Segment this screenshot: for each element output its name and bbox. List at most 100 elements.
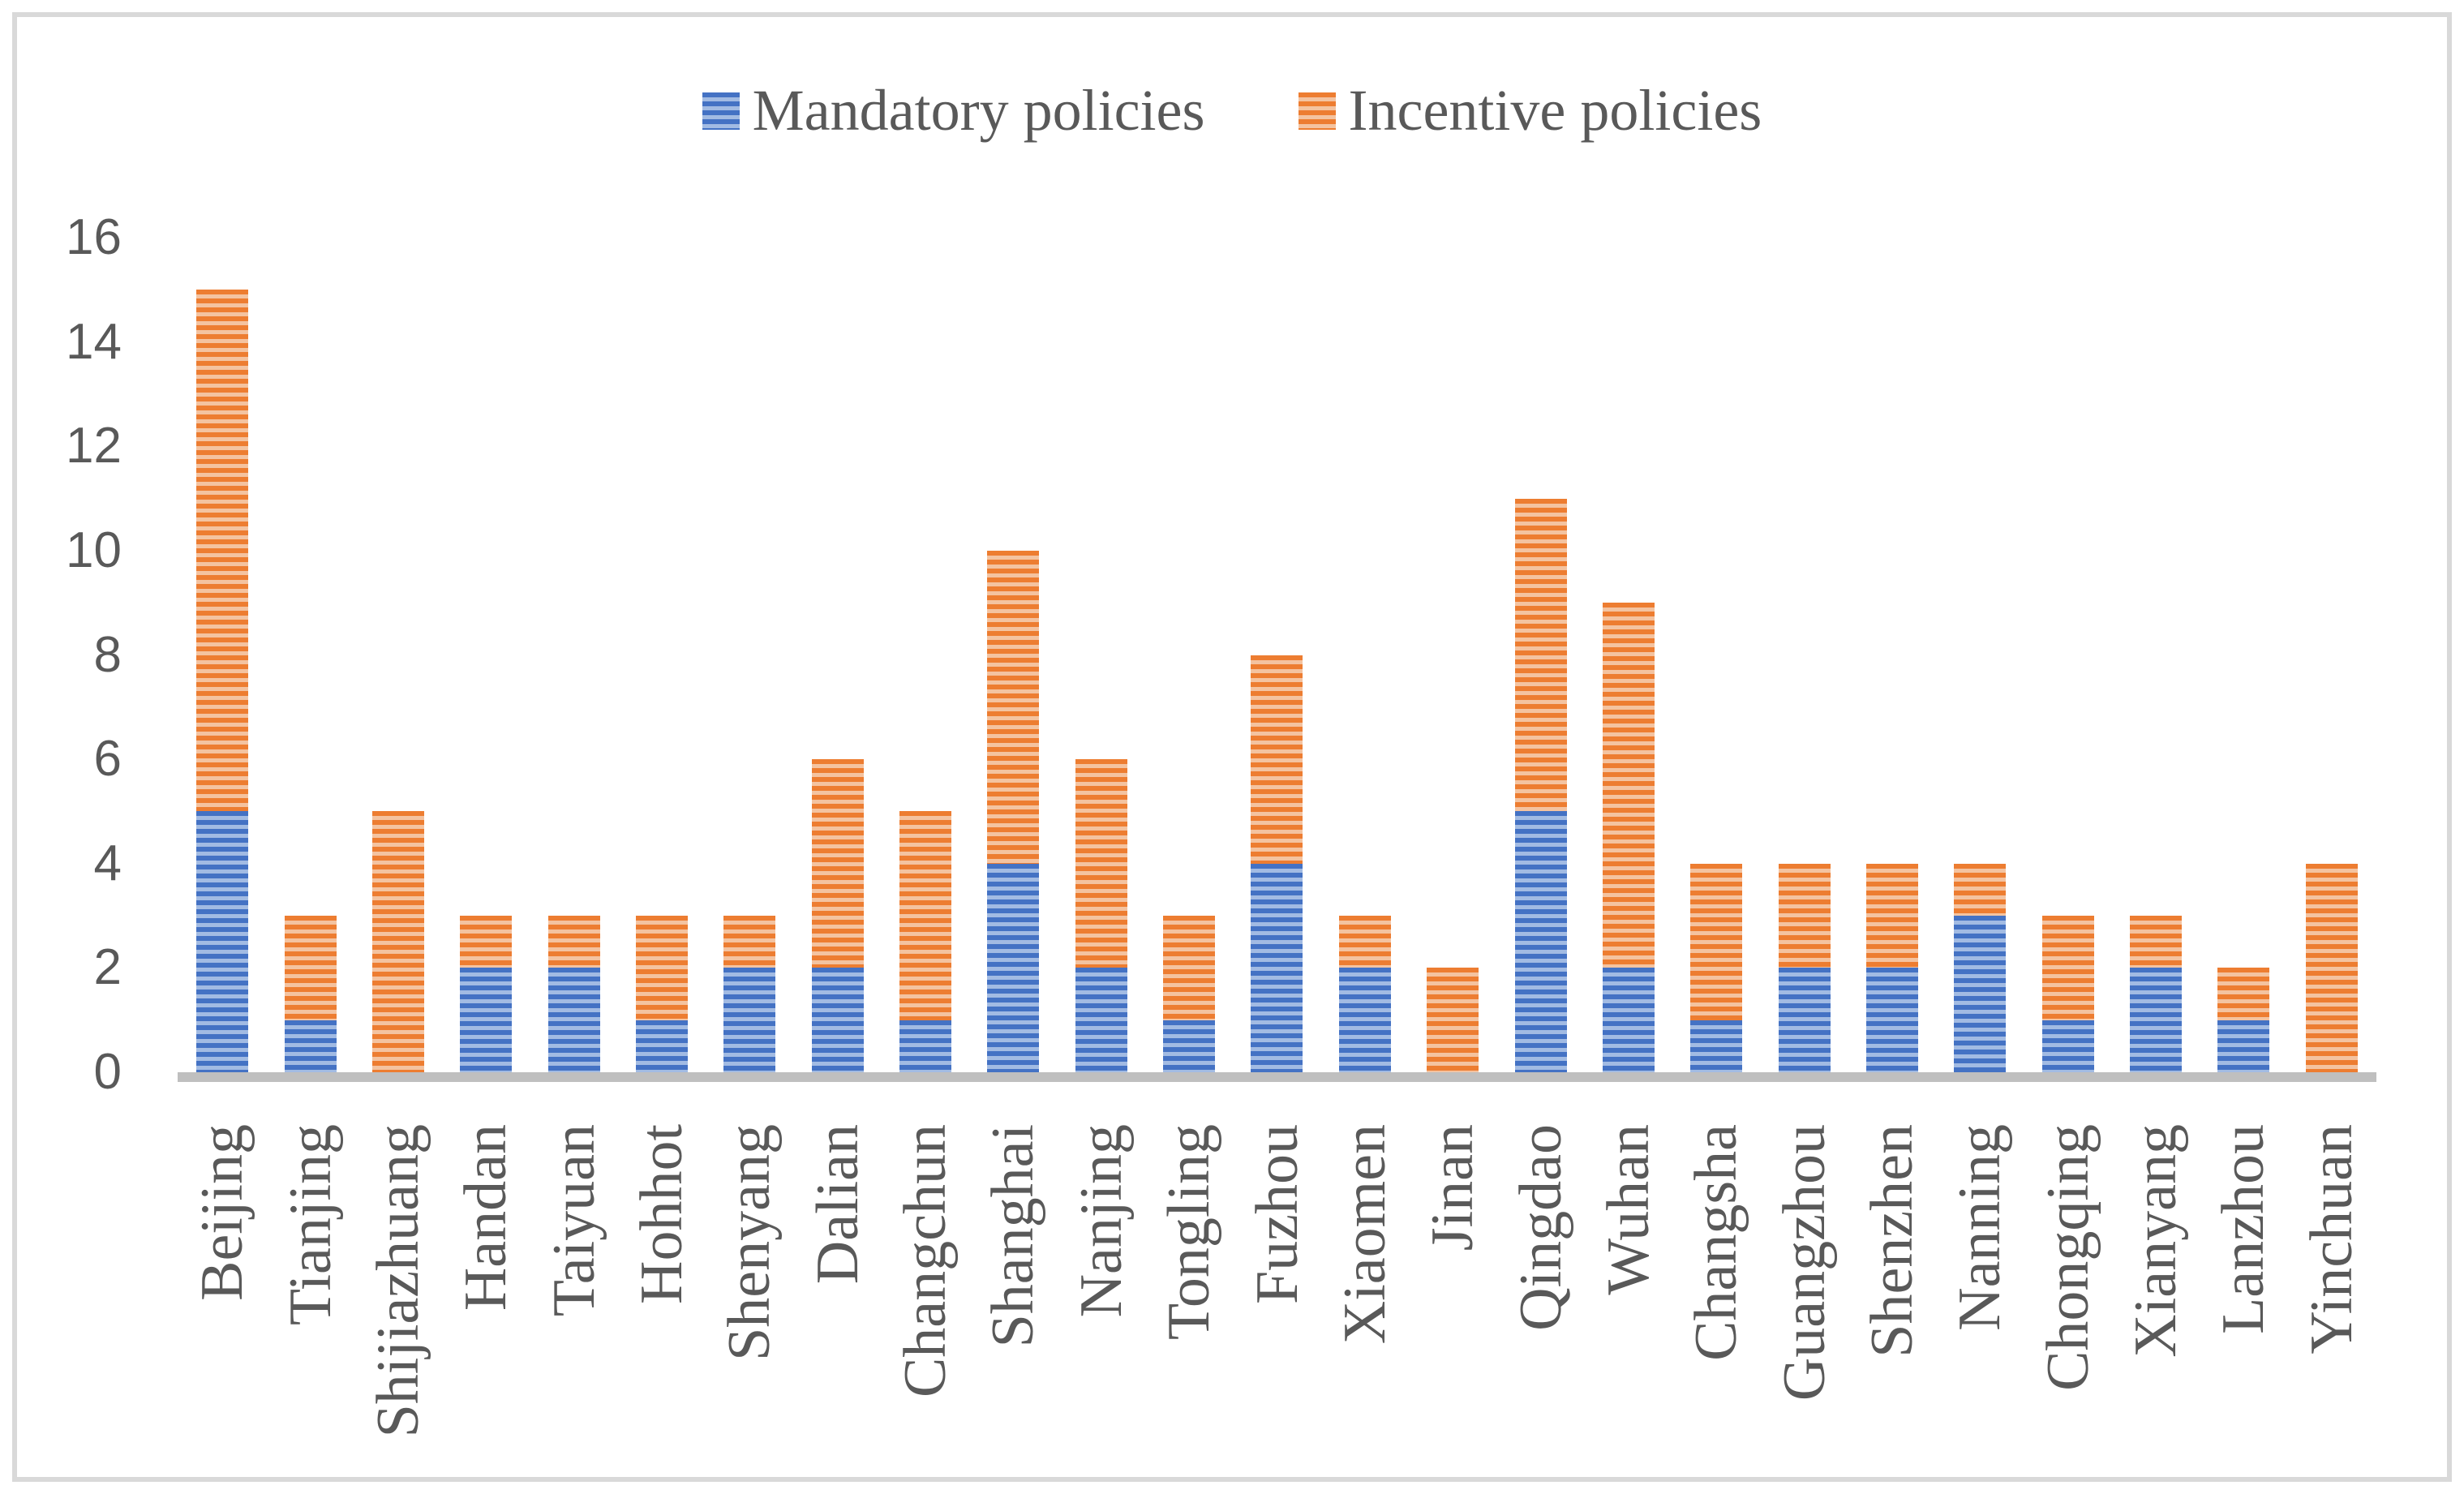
bar-segment-mandatory: [196, 811, 249, 1072]
x-category-label-shenzhen: Shenzhen: [1859, 1124, 1926, 1358]
bar-segment-incentive: [371, 811, 424, 1072]
bar-segment-mandatory: [987, 863, 1040, 1072]
bar-segment-mandatory: [1866, 968, 1918, 1072]
x-category-label-guangzhou: Guangzhou: [1771, 1124, 1838, 1402]
bar-segment-incentive: [1866, 863, 1918, 968]
x-category-label-yinchuan: Yinchuan: [2298, 1124, 2365, 1354]
legend-item-incentive: Incentive policies: [1298, 77, 1762, 144]
y-tick-label: 4: [93, 835, 122, 891]
bar-segment-mandatory: [460, 968, 513, 1072]
bar-segment-mandatory: [2217, 1020, 2270, 1072]
x-category-label-qingdao: Qingdao: [1507, 1124, 1574, 1331]
legend-label-mandatory: Mandatory policies: [752, 78, 1205, 143]
bar-segment-mandatory: [284, 1020, 337, 1072]
bar-segment-incentive: [899, 811, 952, 1020]
bar-segment-mandatory: [1954, 916, 2007, 1072]
bar-segment-incentive: [284, 916, 337, 1020]
x-category-label-changchun: Changchun: [892, 1124, 959, 1398]
x-category-label-xiaomen: Xiaomen: [1331, 1124, 1398, 1345]
bar-nanning: [1936, 238, 2024, 1072]
x-category-label-lanzhou: Lanzhou: [2210, 1124, 2277, 1334]
bar-segment-mandatory: [1778, 968, 1831, 1072]
bar-taiyuan: [530, 238, 617, 1072]
bar-tongling: [1145, 238, 1233, 1072]
x-category-label-hohhot: Hohhot: [628, 1124, 695, 1304]
x-category-label-shenyang: Shenyang: [716, 1124, 783, 1361]
bar-shenzhen: [1848, 238, 1936, 1072]
bar-segment-incentive: [723, 916, 776, 968]
x-category-label-jinan: Jinan: [1419, 1124, 1487, 1251]
bar-segment-mandatory: [1338, 968, 1391, 1072]
x-category-label-nanjing: Nanjing: [1067, 1124, 1135, 1318]
x-category-label-changsha: Changsha: [1683, 1124, 1750, 1361]
bar-dalian: [794, 238, 882, 1072]
bar-jinan: [1409, 238, 1496, 1072]
bar-segment-mandatory: [1251, 863, 1303, 1072]
y-tick-label: 12: [66, 418, 122, 474]
x-category-label-nanning: Nanning: [1947, 1124, 2014, 1331]
bar-segment-incentive: [196, 290, 249, 812]
bar-guangzhou: [1760, 238, 1848, 1072]
bar-segment-incentive: [1514, 498, 1567, 812]
bar-yinchuan: [2288, 238, 2376, 1072]
bar-segment-incentive: [1427, 968, 1479, 1072]
bar-changchun: [882, 238, 969, 1072]
bar-segment-incentive: [811, 759, 864, 968]
bar-segment-incentive: [1251, 655, 1303, 864]
bar-segment-mandatory: [1690, 1020, 1743, 1072]
x-category-label-shanghai: Shanghai: [980, 1124, 1047, 1348]
bar-tianjing: [266, 238, 354, 1072]
bar-segment-mandatory: [723, 968, 776, 1072]
x-category-label-dalian: Dalian: [804, 1124, 871, 1285]
bar-segment-mandatory: [1075, 968, 1127, 1072]
bar-xiaomen: [1321, 238, 1409, 1072]
x-axis-line: [178, 1072, 2376, 1082]
y-tick-label: 16: [66, 209, 122, 265]
bar-segment-mandatory: [2130, 968, 2183, 1072]
bar-segment-incentive: [2130, 916, 2183, 968]
y-tick-label: 10: [66, 522, 122, 578]
x-category-label-tianjing: Tianjing: [277, 1124, 344, 1326]
y-tick-label: 14: [66, 313, 122, 370]
bar-segment-incentive: [1075, 759, 1127, 968]
bar-shanghai: [969, 238, 1057, 1072]
x-category-label-shijiazhuang: Shijiazhuang: [364, 1124, 431, 1438]
bar-segment-mandatory: [2041, 1020, 2094, 1072]
bar-wuhan: [1585, 238, 1672, 1072]
bar-segment-incentive: [1602, 603, 1655, 968]
bar-handan: [442, 238, 530, 1072]
bar-segment-incentive: [987, 550, 1040, 864]
bar-segment-incentive: [635, 916, 688, 1020]
bar-hohhot: [618, 238, 706, 1072]
bar-segment-incentive: [1690, 863, 1743, 1020]
bar-beijing: [178, 238, 266, 1072]
bar-segment-incentive: [547, 916, 600, 968]
bar-nanjing: [1058, 238, 1145, 1072]
x-category-label-chongqing: Chongqing: [2034, 1124, 2101, 1391]
chart-legend: Mandatory policies Incentive policies: [0, 77, 2464, 144]
y-tick-label: 8: [93, 626, 122, 683]
y-tick-label: 2: [93, 939, 122, 996]
x-category-label-taiyuan: Taiyuan: [540, 1124, 607, 1317]
x-category-label-tongling: Tongling: [1156, 1124, 1223, 1341]
bar-segment-incentive: [1778, 863, 1831, 968]
bar-segment-mandatory: [1602, 968, 1655, 1072]
bar-shenyang: [706, 238, 793, 1072]
bar-segment-mandatory: [811, 968, 864, 1072]
y-tick-label: 6: [93, 731, 122, 788]
bar-segment-incentive: [1954, 863, 2007, 917]
bar-changsha: [1672, 238, 1760, 1072]
bar-segment-incentive: [2217, 968, 2270, 1020]
bar-segment-incentive: [2041, 916, 2094, 1020]
incentive-swatch-icon: [1298, 92, 1336, 130]
bar-segment-mandatory: [1163, 1020, 1216, 1072]
bar-segment-mandatory: [547, 968, 600, 1072]
x-category-label-wuhan: Wuhan: [1595, 1124, 1662, 1295]
bar-xianyang: [2112, 238, 2200, 1072]
bar-segment-incentive: [1163, 916, 1216, 1020]
x-category-label-xianyang: Xianyang: [2123, 1124, 2190, 1358]
bar-segment-incentive: [2305, 863, 2358, 1072]
bar-fuzhou: [1233, 238, 1320, 1072]
bar-lanzhou: [2200, 238, 2287, 1072]
